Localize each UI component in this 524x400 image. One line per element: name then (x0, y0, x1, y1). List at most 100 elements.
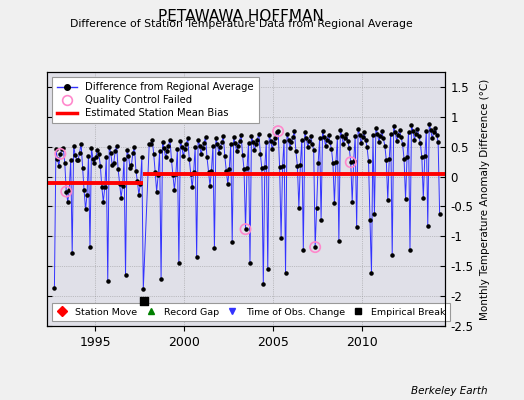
Point (428, 135, 436, 142)
Point (397, 134, 405, 140)
Point (179, 153, 188, 160)
Point (421, 153, 429, 160)
Point (67, 157, 75, 163)
Point (105, 144, 113, 150)
Point (289, 134, 297, 140)
Point (54, 163, 63, 169)
Point (267, 138, 275, 144)
Point (434, 139, 442, 145)
Point (201, 134, 210, 140)
Point (108, 162, 116, 168)
Point (423, 222, 432, 229)
Point (190, 169, 198, 175)
Point (265, 132, 274, 138)
Point (187, 170, 195, 177)
Point (384, 197, 392, 204)
Point (324, 132, 333, 138)
Point (412, 130, 420, 137)
Point (350, 158, 358, 164)
Point (138, 154, 146, 161)
Point (147, 140, 155, 147)
Point (237, 132, 245, 138)
Point (296, 162, 304, 168)
Point (346, 159, 355, 166)
Text: PETAWAWA HOFFMAN: PETAWAWA HOFFMAN (158, 9, 324, 24)
Point (305, 138, 313, 144)
Point (405, 129, 413, 136)
Point (70, 142, 78, 149)
Point (157, 276, 165, 282)
Point (183, 135, 192, 142)
Point (52, 146, 60, 152)
Point (299, 246, 308, 253)
Point (77, 140, 85, 147)
Point (272, 129, 281, 136)
Point (403, 154, 411, 161)
Point (330, 200, 339, 207)
Point (122, 272, 130, 278)
Point (233, 148, 241, 155)
Point (370, 210, 379, 217)
Point (234, 142, 242, 149)
Point (235, 138, 244, 144)
Point (427, 127, 435, 133)
Point (250, 147, 259, 154)
Point (246, 260, 254, 266)
Point (126, 164, 134, 171)
Point (135, 191, 143, 198)
Point (90, 160, 99, 167)
Point (317, 216, 325, 223)
Point (367, 270, 376, 277)
Point (62, 188, 70, 195)
Point (140, 298, 148, 304)
Point (192, 254, 201, 260)
Point (382, 157, 390, 163)
Point (96, 163, 105, 169)
Point (84, 152, 93, 159)
Point (293, 163, 302, 169)
Point (264, 266, 272, 272)
Point (240, 166, 248, 173)
Point (79, 164, 87, 171)
Point (396, 127, 404, 133)
Point (71, 152, 79, 158)
Point (321, 142, 330, 149)
Point (294, 204, 303, 211)
Point (252, 141, 260, 148)
Point (274, 128, 282, 134)
Point (355, 132, 364, 138)
Point (92, 154, 100, 161)
Point (354, 126, 362, 132)
Point (319, 128, 327, 134)
Point (133, 178, 141, 184)
Point (333, 134, 342, 140)
Point (136, 180, 145, 187)
Point (258, 165, 266, 172)
Point (401, 196, 410, 202)
Point (323, 136, 331, 143)
Point (56, 151, 64, 157)
Point (228, 239, 236, 246)
Point (418, 154, 426, 161)
Point (222, 168, 231, 174)
Point (307, 133, 315, 139)
Point (101, 184, 109, 190)
Point (260, 164, 269, 170)
Point (208, 168, 216, 174)
Point (348, 198, 356, 205)
Point (65, 186, 73, 193)
Point (430, 129, 438, 136)
Point (167, 157, 176, 163)
Point (106, 150, 115, 156)
Point (238, 152, 247, 158)
Point (206, 182, 214, 189)
Point (145, 140, 154, 147)
Point (274, 128, 282, 134)
Point (259, 281, 268, 287)
Point (89, 156, 97, 162)
Point (341, 135, 349, 142)
Point (339, 141, 347, 148)
Point (185, 156, 193, 162)
Point (152, 188, 161, 195)
Point (166, 136, 174, 143)
